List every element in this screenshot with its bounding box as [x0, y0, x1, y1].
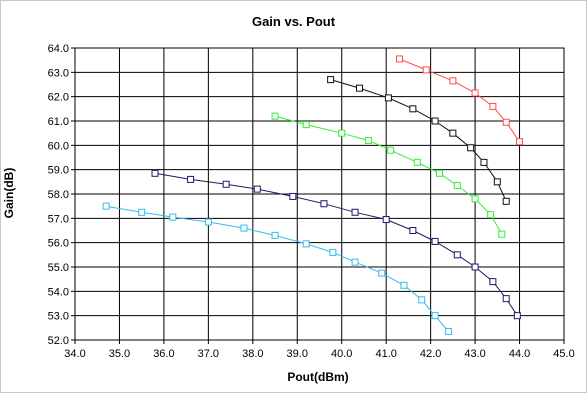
data-point-marker — [400, 281, 408, 289]
chart-title: Gain vs. Pout — [252, 14, 336, 29]
data-point-marker — [102, 202, 110, 210]
data-point-marker — [382, 216, 390, 224]
series-layer — [102, 55, 524, 335]
x-tick-label: 36.0 — [153, 348, 174, 360]
series-5 — [102, 202, 452, 335]
series-1 — [396, 55, 524, 146]
data-point-marker — [449, 77, 457, 85]
data-point-marker — [431, 237, 439, 245]
data-point-marker — [351, 258, 359, 266]
x-tick-label: 44.0 — [509, 348, 530, 360]
data-point-marker — [222, 180, 230, 188]
y-tick-label: 61.0 — [48, 116, 69, 128]
y-axis-label: Gain(dB) — [2, 168, 16, 219]
x-tick-label: 39.0 — [287, 348, 308, 360]
data-point-marker — [418, 296, 426, 304]
data-point-marker — [489, 102, 497, 110]
series-3 — [271, 112, 506, 238]
series-line — [106, 205, 449, 332]
data-point-marker — [289, 192, 297, 200]
x-tick-label: 38.0 — [242, 348, 263, 360]
data-point-marker — [384, 94, 392, 102]
y-tick-label: 54.0 — [48, 286, 69, 298]
data-point-marker — [169, 213, 177, 221]
data-point-marker — [480, 158, 488, 166]
y-tick-label: 60.0 — [48, 140, 69, 152]
data-point-marker — [453, 181, 461, 189]
data-point-marker — [444, 327, 452, 335]
data-point-marker — [253, 185, 261, 193]
data-point-marker — [502, 118, 510, 126]
series-line — [399, 58, 520, 142]
x-tick-label: 42.0 — [420, 348, 441, 360]
data-point-marker — [502, 197, 510, 205]
data-point-marker — [396, 55, 404, 63]
data-point-marker — [387, 146, 395, 154]
data-point-marker — [327, 76, 335, 84]
x-axis-label: Pout(dBm) — [287, 370, 348, 384]
y-tick-label: 63.0 — [48, 67, 69, 79]
y-tick-label: 64.0 — [48, 43, 69, 55]
data-point-marker — [436, 169, 444, 177]
data-point-marker — [364, 136, 372, 144]
data-point-marker — [453, 251, 461, 259]
x-tick-label: 34.0 — [64, 348, 85, 360]
data-point-marker — [487, 211, 495, 219]
data-point-marker — [338, 129, 346, 137]
data-point-marker — [489, 278, 497, 286]
y-tick-label: 52.0 — [48, 335, 69, 347]
data-point-marker — [409, 227, 417, 234]
x-tick-label: 37.0 — [198, 348, 219, 360]
data-point-marker — [513, 312, 521, 320]
data-point-marker — [431, 312, 439, 320]
data-point-marker — [187, 175, 195, 183]
data-point-marker — [151, 169, 159, 177]
data-point-marker — [422, 66, 430, 74]
data-point-marker — [204, 218, 212, 226]
data-point-marker — [502, 295, 510, 303]
y-tick-label: 57.0 — [48, 213, 69, 225]
data-point-marker — [471, 195, 479, 203]
y-tick-label: 55.0 — [48, 262, 69, 274]
data-point-marker — [413, 158, 421, 166]
data-point-marker — [302, 240, 310, 248]
data-point-marker — [302, 121, 310, 129]
x-tick-label: 40.0 — [331, 348, 352, 360]
series-line — [154, 172, 518, 316]
x-tick-label: 43.0 — [464, 348, 485, 360]
data-point-marker — [240, 224, 248, 232]
data-point-marker — [498, 230, 506, 238]
series-2 — [327, 76, 510, 205]
y-tick-label: 59.0 — [48, 165, 69, 177]
y-tick-label: 58.0 — [48, 189, 69, 201]
data-point-marker — [271, 112, 279, 120]
data-point-marker — [493, 178, 501, 186]
y-tick-label: 53.0 — [48, 311, 69, 323]
data-point-marker — [329, 248, 337, 256]
data-point-marker — [516, 138, 524, 146]
data-point-marker — [471, 89, 479, 97]
y-tick-label: 56.0 — [48, 238, 69, 250]
series-line — [330, 79, 507, 202]
data-point-marker — [351, 208, 359, 216]
data-point-marker — [471, 263, 479, 271]
axis-ticks: 34.0 35.0 36.0 37.0 38.0 39.0 40.0 41.0 42.0 43.0… — [48, 43, 575, 360]
data-point-marker — [138, 208, 146, 216]
data-point-marker — [320, 200, 328, 208]
x-tick-label: 35.0 — [109, 348, 130, 360]
y-tick-label: 62.0 — [48, 92, 69, 104]
data-point-marker — [378, 269, 386, 277]
data-point-marker — [467, 144, 475, 152]
grid-lines — [74, 47, 565, 341]
data-point-marker — [449, 129, 457, 137]
x-tick-label: 45.0 — [553, 348, 574, 360]
x-tick-label: 41.0 — [375, 348, 396, 360]
data-point-marker — [409, 105, 417, 113]
data-point-marker — [431, 117, 439, 125]
data-point-marker — [356, 84, 364, 92]
data-point-marker — [271, 231, 279, 239]
series-4 — [151, 169, 521, 320]
